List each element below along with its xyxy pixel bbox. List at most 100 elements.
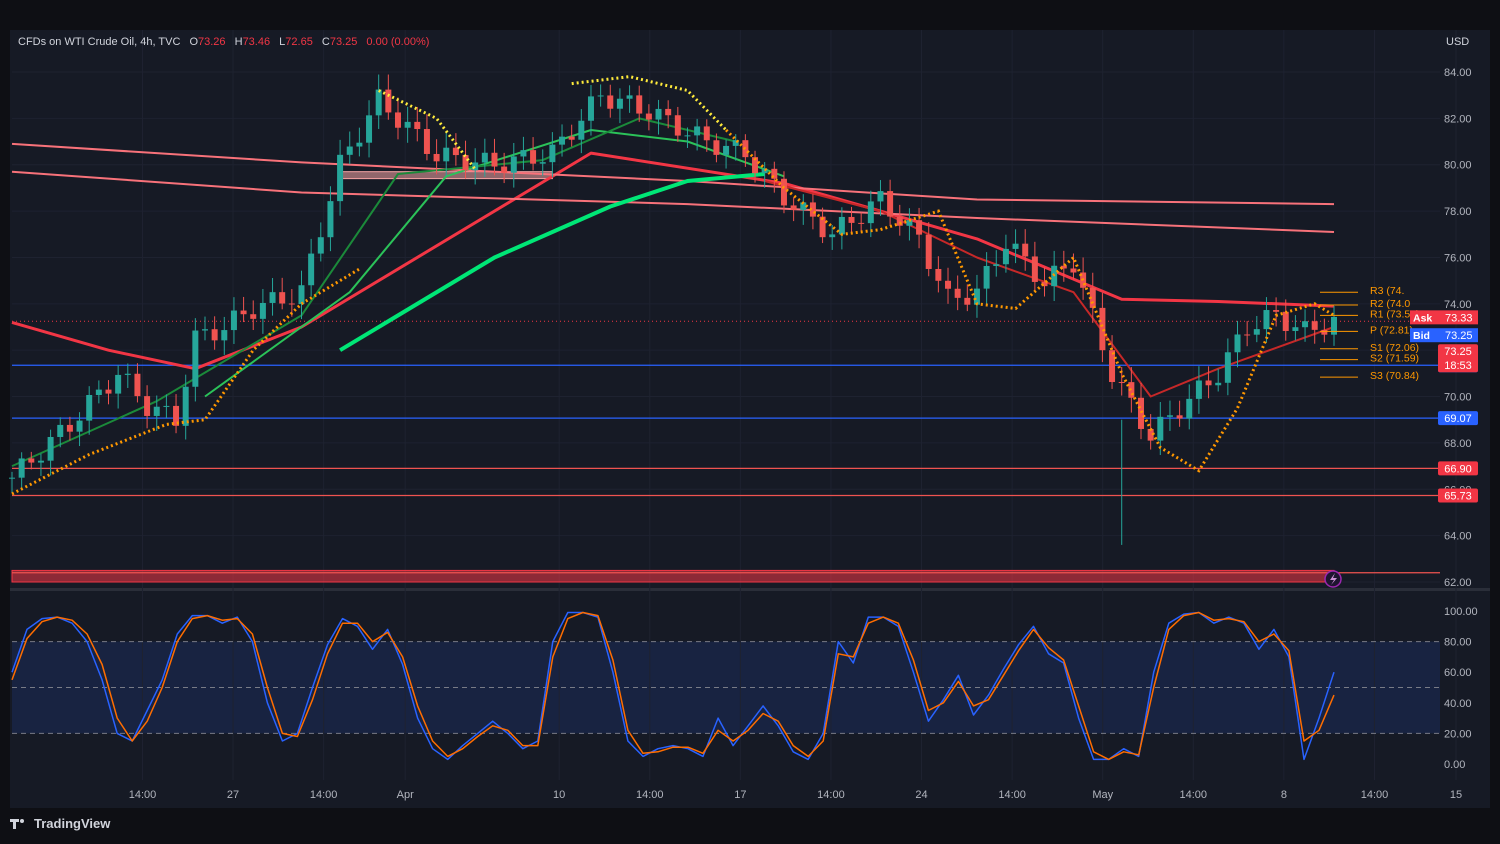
- change-value: 0.00 (0.00%): [366, 36, 430, 48]
- candle-body: [501, 166, 508, 173]
- candle-body: [1089, 287, 1096, 308]
- candle-body: [559, 136, 566, 145]
- moving-average-line: [339, 172, 765, 352]
- candle-body: [645, 113, 652, 120]
- candle-body: [973, 288, 980, 305]
- candle-body: [298, 285, 305, 305]
- candle-body: [163, 405, 170, 407]
- close-value: 73.25: [329, 36, 358, 48]
- grid: [10, 30, 1490, 780]
- candle-body: [95, 389, 102, 396]
- moving-average-line: [11, 142, 1335, 206]
- low-label: L: [279, 36, 286, 48]
- tradingview-footer[interactable]: TradingView: [10, 816, 110, 831]
- x-tick-label: 14:00: [1361, 789, 1389, 801]
- candle-body: [1176, 415, 1183, 419]
- candle-body: [423, 129, 430, 154]
- y-tick-label: 76.00: [1444, 252, 1472, 264]
- moving-average-line: [764, 180, 1335, 398]
- candle-body: [539, 162, 546, 164]
- x-tick-label: May: [1092, 789, 1113, 801]
- candle-body: [66, 424, 73, 432]
- candle-body: [1031, 256, 1038, 282]
- candle-body: [1118, 382, 1125, 384]
- pivot-label: S2 (71.59): [1370, 353, 1419, 365]
- candle-body: [954, 288, 961, 298]
- candle-body: [28, 458, 35, 463]
- candle-body: [713, 140, 720, 155]
- pivot-label: R2 (74.0: [1370, 298, 1410, 310]
- supertrend-line: [725, 128, 1335, 473]
- moving-average-line: [204, 129, 785, 398]
- candles: [9, 74, 1337, 545]
- horizontal-levels[interactable]: [12, 320, 1440, 574]
- x-tick-label: 14:00: [998, 789, 1026, 801]
- candle-body: [76, 420, 83, 432]
- stochastic-oscillator[interactable]: [11, 611, 1335, 761]
- candle-body: [1186, 398, 1193, 419]
- candle-body: [1099, 307, 1106, 351]
- y-tick-label: 80.00: [1444, 160, 1472, 172]
- x-tick-label: 17: [734, 789, 746, 801]
- candle-body: [549, 144, 556, 163]
- candle-body: [327, 201, 334, 238]
- candle-body: [1311, 321, 1318, 330]
- candle-body: [346, 146, 353, 155]
- candle-body: [1138, 397, 1145, 429]
- candle-body: [1253, 329, 1260, 335]
- candle-body: [877, 191, 884, 202]
- candle-body: [1157, 416, 1164, 441]
- bar-countdown: 18:53: [1444, 360, 1472, 372]
- candle-body: [829, 234, 836, 238]
- x-tick-label: 24: [915, 789, 927, 801]
- y-tick-label: 74.00: [1444, 299, 1472, 311]
- level-price-tag: [1438, 461, 1478, 476]
- candle-body: [1060, 265, 1067, 269]
- high-value: 73.46: [242, 36, 271, 48]
- candle-body: [1263, 310, 1270, 330]
- candle-body: [356, 142, 363, 147]
- candle-body: [1041, 281, 1048, 287]
- candle-body: [250, 314, 257, 319]
- pane-separator[interactable]: [10, 588, 1490, 591]
- candle-body: [1292, 327, 1299, 331]
- x-tick-label: 27: [227, 789, 239, 801]
- y-tick-label: 84.00: [1444, 67, 1472, 79]
- stochastic-line: [11, 611, 1335, 761]
- supertrend-line: [11, 267, 361, 496]
- candle-body: [9, 477, 15, 479]
- candle-body: [375, 89, 382, 116]
- candle-body: [115, 374, 122, 394]
- candle-body: [288, 303, 295, 305]
- candle-body: [1002, 248, 1009, 265]
- level-price-tag-label: 69.07: [1444, 413, 1472, 425]
- x-tick-label: Apr: [397, 789, 414, 801]
- candle-body: [520, 150, 527, 157]
- candle-body: [1215, 382, 1222, 386]
- candle-body: [838, 216, 845, 235]
- candle-body: [134, 373, 141, 397]
- candle-body: [472, 162, 479, 171]
- candle-body: [192, 330, 199, 387]
- candle-body: [144, 396, 151, 416]
- candle-body: [230, 310, 237, 331]
- candle-body: [1302, 321, 1309, 328]
- candle-body: [173, 405, 180, 426]
- y-tick-label: 62.00: [1444, 577, 1472, 589]
- candle-body: [530, 150, 537, 164]
- currency-label[interactable]: USD: [1446, 36, 1470, 48]
- candle-body: [510, 156, 517, 173]
- candle-body: [780, 178, 787, 206]
- candle-body: [665, 108, 672, 116]
- candle-body: [752, 157, 759, 174]
- alert-marker[interactable]: [1324, 570, 1342, 588]
- level-price-tag-label: 66.90: [1444, 463, 1472, 475]
- candle-body: [616, 98, 623, 109]
- candle-body: [394, 112, 401, 128]
- candle-body: [1022, 243, 1029, 257]
- candle-body: [1282, 311, 1289, 331]
- supertrend: [11, 75, 1335, 496]
- open-value: 73.26: [198, 36, 226, 48]
- candle-body: [462, 155, 469, 171]
